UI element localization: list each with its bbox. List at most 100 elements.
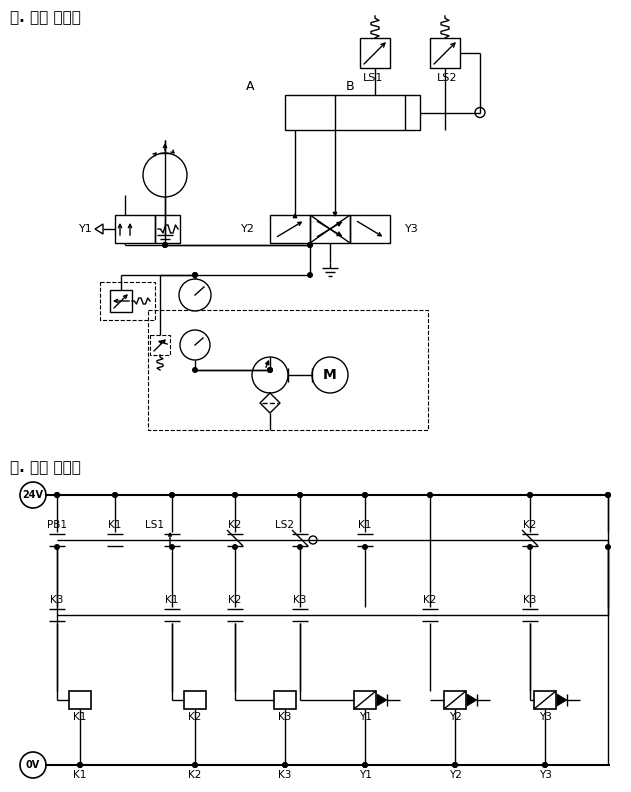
Text: K2: K2 xyxy=(523,520,537,530)
Text: Y2: Y2 xyxy=(241,224,255,234)
Text: K3: K3 xyxy=(278,712,292,722)
Circle shape xyxy=(542,762,548,768)
Circle shape xyxy=(112,492,118,498)
Text: B: B xyxy=(346,81,355,93)
Text: 24V: 24V xyxy=(23,490,44,500)
Text: K1: K1 xyxy=(358,520,372,530)
Circle shape xyxy=(297,544,303,550)
Bar xyxy=(360,38,390,68)
Text: LS1: LS1 xyxy=(363,73,383,83)
Text: A: A xyxy=(245,81,254,93)
Circle shape xyxy=(162,242,168,248)
Circle shape xyxy=(362,544,368,550)
Circle shape xyxy=(54,544,60,550)
Circle shape xyxy=(162,242,168,248)
Circle shape xyxy=(267,367,273,373)
Circle shape xyxy=(527,544,533,550)
Bar xyxy=(69,691,91,709)
Bar xyxy=(110,290,132,312)
Text: Y1: Y1 xyxy=(358,712,372,722)
Text: K3: K3 xyxy=(523,595,537,605)
Circle shape xyxy=(605,492,611,498)
Circle shape xyxy=(282,762,288,768)
Text: LS2: LS2 xyxy=(275,520,294,530)
Text: K2: K2 xyxy=(188,712,202,722)
Circle shape xyxy=(192,367,198,373)
Circle shape xyxy=(605,492,611,498)
Text: Y3: Y3 xyxy=(539,770,551,780)
Bar xyxy=(285,95,420,130)
Circle shape xyxy=(542,762,548,768)
Circle shape xyxy=(527,492,533,498)
Circle shape xyxy=(232,544,238,550)
Circle shape xyxy=(452,762,458,768)
Bar xyxy=(150,335,170,355)
Bar xyxy=(184,691,206,709)
Text: Y2: Y2 xyxy=(449,712,461,722)
Circle shape xyxy=(362,492,368,498)
Circle shape xyxy=(192,272,198,278)
Polygon shape xyxy=(377,694,387,706)
Circle shape xyxy=(605,544,611,550)
Circle shape xyxy=(169,492,175,498)
Circle shape xyxy=(427,492,433,498)
Text: Y1: Y1 xyxy=(358,770,372,780)
Circle shape xyxy=(362,762,368,768)
Text: Y3: Y3 xyxy=(539,712,551,722)
Circle shape xyxy=(77,762,83,768)
Text: K2: K2 xyxy=(228,595,242,605)
Circle shape xyxy=(427,492,433,498)
Circle shape xyxy=(112,492,118,498)
Text: K2: K2 xyxy=(423,595,437,605)
Bar xyxy=(270,215,310,243)
Bar xyxy=(155,215,180,243)
Circle shape xyxy=(362,762,368,768)
Text: K1: K1 xyxy=(109,520,122,530)
Circle shape xyxy=(282,762,288,768)
Bar xyxy=(310,215,350,243)
Text: K2: K2 xyxy=(188,770,202,780)
Text: K2: K2 xyxy=(228,520,242,530)
Bar xyxy=(350,215,390,243)
Polygon shape xyxy=(557,694,567,706)
Circle shape xyxy=(452,762,458,768)
Bar xyxy=(444,691,466,709)
Circle shape xyxy=(77,762,83,768)
Text: M: M xyxy=(323,368,337,382)
Bar xyxy=(534,691,556,709)
Bar xyxy=(148,310,428,430)
Text: Y2: Y2 xyxy=(449,770,461,780)
Text: K3: K3 xyxy=(293,595,307,605)
Circle shape xyxy=(192,762,198,768)
Bar xyxy=(115,215,155,243)
Circle shape xyxy=(267,367,273,373)
Circle shape xyxy=(54,492,60,498)
Text: K1: K1 xyxy=(73,712,86,722)
Bar xyxy=(274,691,296,709)
Circle shape xyxy=(297,492,303,498)
Circle shape xyxy=(527,492,533,498)
Circle shape xyxy=(54,492,60,498)
Circle shape xyxy=(232,492,238,498)
Bar xyxy=(430,38,460,68)
Text: Y1: Y1 xyxy=(80,224,93,234)
Bar xyxy=(354,691,376,709)
Text: PB1: PB1 xyxy=(47,520,67,530)
Text: LS1: LS1 xyxy=(145,520,164,530)
Text: Y3: Y3 xyxy=(405,224,419,234)
Circle shape xyxy=(307,242,313,248)
Text: K1: K1 xyxy=(73,770,86,780)
Bar xyxy=(100,282,155,320)
Text: K1: K1 xyxy=(165,595,179,605)
Text: K3: K3 xyxy=(50,595,64,605)
Circle shape xyxy=(192,272,198,278)
Circle shape xyxy=(307,272,313,278)
Polygon shape xyxy=(467,694,477,706)
Circle shape xyxy=(169,492,175,498)
Circle shape xyxy=(169,544,175,550)
Text: 0V: 0V xyxy=(26,760,40,770)
Circle shape xyxy=(362,492,368,498)
Text: LS2: LS2 xyxy=(437,73,457,83)
Circle shape xyxy=(232,492,238,498)
Circle shape xyxy=(192,762,198,768)
